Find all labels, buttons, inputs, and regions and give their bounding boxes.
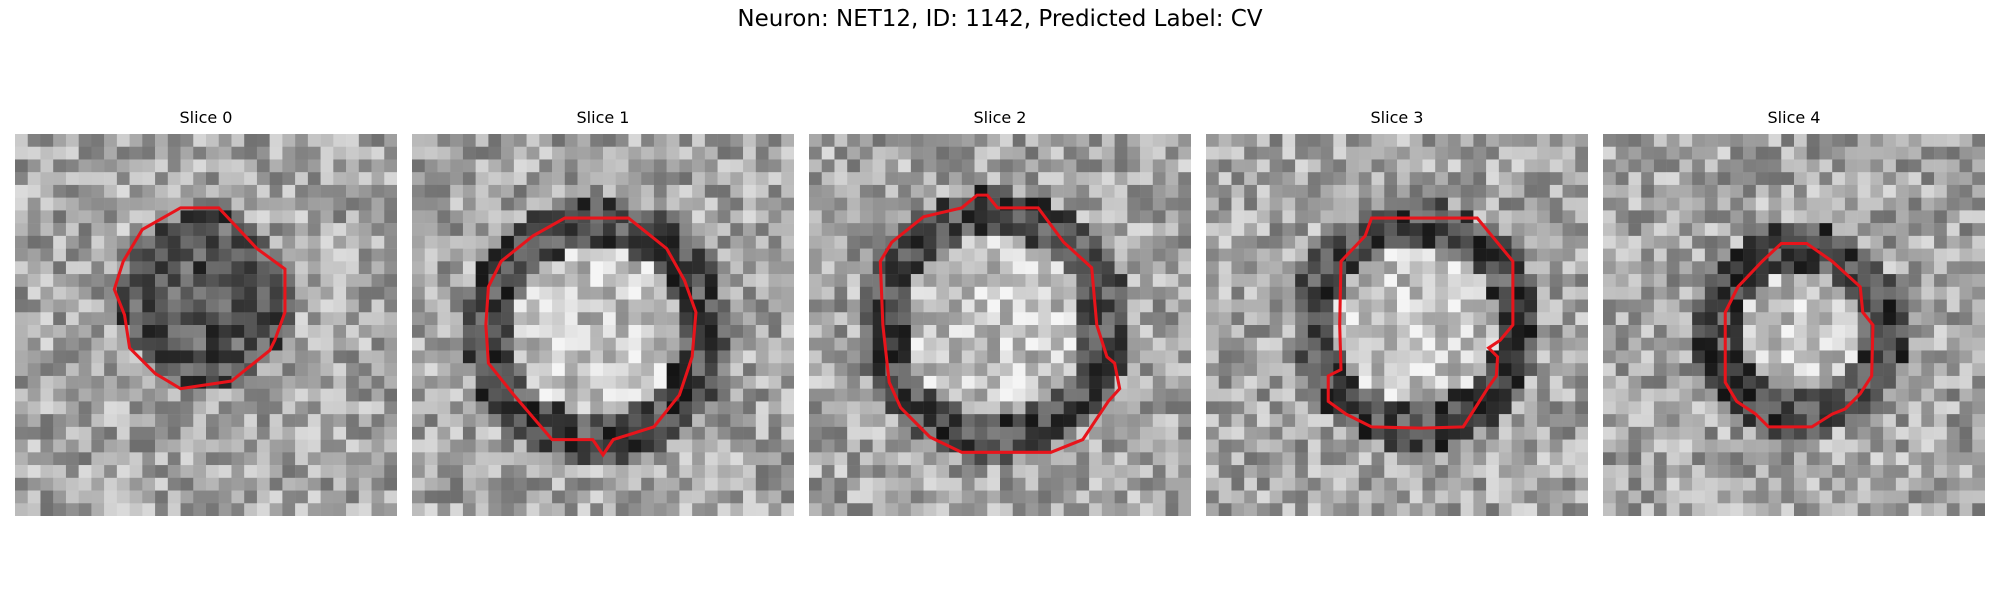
slice-panel-1: Slice 1	[412, 108, 794, 518]
slice-image-0	[15, 134, 397, 516]
slice-title-2: Slice 2	[973, 108, 1027, 127]
slice-pixels-4	[1603, 134, 1985, 516]
figure-title: Neuron: NET12, ID: 1142, Predicted Label…	[737, 6, 1263, 32]
slice-image-1	[412, 134, 794, 516]
contour-outline-4	[1723, 241, 1875, 429]
contour-outline-1	[484, 216, 698, 458]
slice-panel-4: Slice 4	[1603, 108, 1985, 518]
slice-panel-3: Slice 3	[1206, 108, 1588, 518]
slice-pixels-3	[1206, 134, 1588, 516]
slice-title-1: Slice 1	[576, 108, 630, 127]
contour-outline-2	[878, 193, 1122, 454]
slice-image-3	[1206, 134, 1588, 516]
slice-image-2	[809, 134, 1191, 516]
contour-outline-3	[1326, 216, 1515, 430]
slice-panel-0: Slice 0	[15, 108, 397, 518]
slice-title-0: Slice 0	[179, 108, 233, 127]
slice-image-4	[1603, 134, 1985, 516]
slice-title-3: Slice 3	[1370, 108, 1424, 127]
slice-pixels-0	[15, 134, 397, 516]
slice-title-4: Slice 4	[1767, 108, 1821, 127]
slice-panel-2: Slice 2	[809, 108, 1191, 518]
contour-outline-0	[112, 206, 287, 391]
slice-pixels-2	[809, 134, 1191, 516]
slice-pixels-1	[412, 134, 794, 516]
